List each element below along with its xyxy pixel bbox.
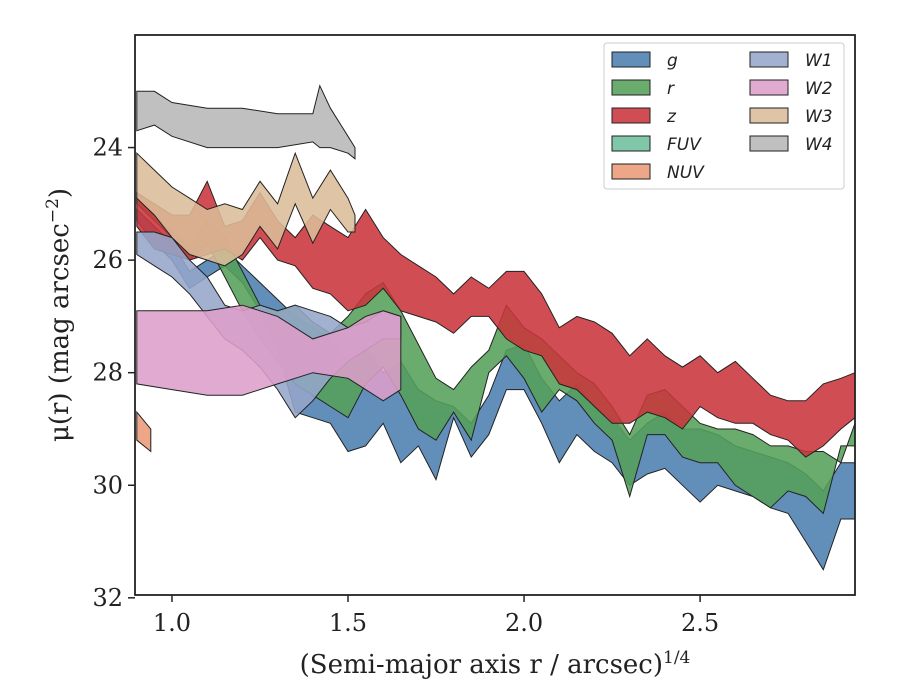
legend-swatch-w3 [749,107,789,124]
y-tick-label: 32 [92,584,123,612]
band-w2 [136,304,402,402]
x-tick-label: 1.0 [153,609,191,637]
legend-label-z: z [666,107,677,127]
legend-swatch-w4 [749,135,789,152]
legend-label-g: g [667,51,678,71]
series-layer [136,84,856,571]
ticks-layer: 1.0 1.5 2.0 2.5 24 26 28 30 32 [92,134,719,637]
y-tick-label: 24 [92,134,123,162]
legend-label-nuv: NUV [667,163,705,183]
legend-label-w3: W3 [805,107,833,127]
legend-swatch-nuv [611,163,651,180]
legend: grz FUV NUV W1 W2 W3 W4 [603,42,845,190]
x-axis-label: (Semi-major axis r / arcsec)1/4 [300,648,691,680]
band-w4 [136,84,356,160]
legend-label-fuv: FUV [667,135,702,155]
plot-frame [134,34,856,596]
x-tick-label: 2.0 [505,609,543,637]
y-tick-label: 28 [92,359,123,387]
legend-swatch-z [611,107,651,124]
legend-label-w4: W4 [805,135,833,155]
legend-swatch-w2 [749,79,789,96]
legend-label-r: r [667,79,675,99]
y-axis-label: μ(r) (mag arcsec−2) [43,188,75,442]
x-tick-label: 2.5 [681,609,719,637]
legend-label-w2: W2 [805,79,833,99]
band-nuv [136,410,152,453]
x-tick-label: 1.5 [329,609,367,637]
legend-swatch-fuv [611,135,651,152]
legend-swatch-w1 [749,51,789,68]
legend-label-w1: W1 [805,51,833,71]
y-tick-label: 26 [92,246,123,274]
band-w3 [136,151,356,267]
y-tick-label: 30 [92,471,123,499]
legend-swatch-r [611,79,651,96]
legend-swatch-g [611,51,651,68]
